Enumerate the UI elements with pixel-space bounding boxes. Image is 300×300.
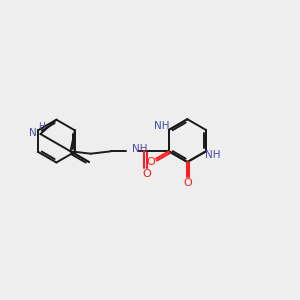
Text: O: O xyxy=(146,157,155,167)
Text: NH: NH xyxy=(132,144,148,154)
Text: N: N xyxy=(29,128,37,138)
Text: NH: NH xyxy=(154,121,170,131)
Text: H: H xyxy=(39,122,45,131)
Text: O: O xyxy=(142,169,151,179)
Text: O: O xyxy=(183,178,192,188)
Text: NH: NH xyxy=(206,151,221,160)
